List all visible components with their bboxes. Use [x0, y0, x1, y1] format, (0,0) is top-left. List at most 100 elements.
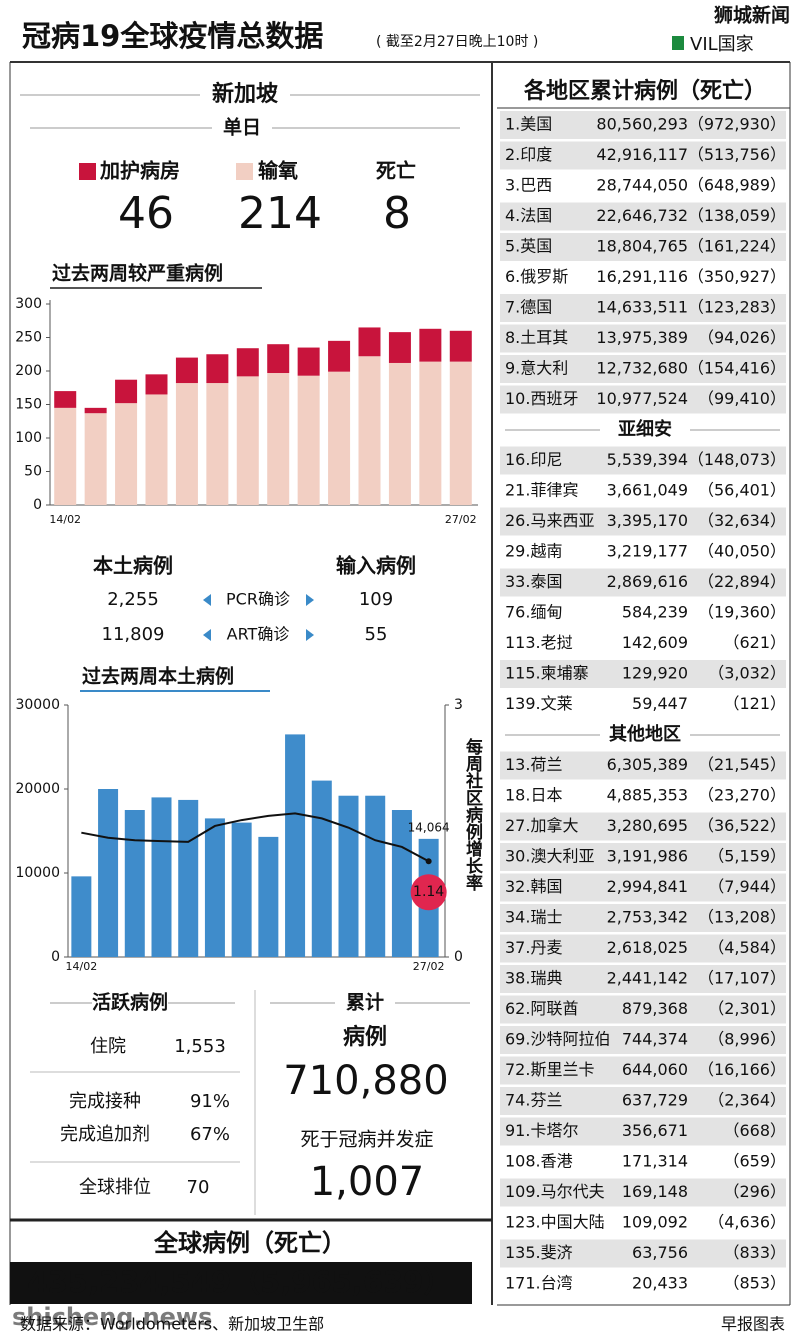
region-label: 30.澳大利亚 — [505, 847, 594, 866]
region-label: 2.印度 — [505, 145, 552, 164]
row-label: 全球排位 — [79, 1177, 151, 1198]
region-deaths: （513,756） — [688, 145, 786, 164]
row-value: 67% — [190, 1124, 230, 1145]
region-cases: 2,618,025 — [607, 938, 688, 957]
row-highlight — [500, 568, 786, 597]
bar-segment — [84, 407, 107, 414]
region-cases: 356,671 — [622, 1121, 688, 1140]
region-label: 7.德国 — [505, 298, 552, 317]
region-label: 1.美国 — [505, 115, 552, 134]
region-cases: 171,314 — [622, 1152, 688, 1171]
row-value: 70 — [187, 1177, 210, 1198]
region-cases: 3,661,049 — [607, 481, 688, 500]
row-highlight — [500, 385, 786, 414]
region-deaths: （972,930） — [688, 115, 786, 134]
region-label: 109.马尔代夫 — [505, 1182, 605, 1201]
bar-segment — [388, 332, 411, 363]
region-cases: 14,633,511 — [596, 298, 688, 317]
chart-title: 过去两周本土病例 — [82, 665, 234, 688]
watermark: shicheng.news — [12, 1303, 212, 1331]
region-label: 123.中国大陆 — [505, 1213, 605, 1232]
bar-segment — [358, 327, 381, 357]
column-header: 本土病例 — [93, 554, 173, 578]
region-cases: 744,374 — [622, 1030, 688, 1049]
brand: 狮城新闻 — [714, 4, 790, 27]
bar-segment — [175, 357, 198, 384]
region-cases: 3,191,986 — [607, 847, 688, 866]
region-deaths: （296） — [723, 1182, 786, 1201]
bar-segment — [297, 347, 320, 376]
stat-label: 死亡 — [376, 159, 416, 183]
arrow — [306, 594, 314, 606]
region-label: 5.英国 — [505, 237, 552, 256]
bar-segment — [175, 383, 198, 505]
y-tick-label: 30000 — [15, 697, 60, 713]
label-badge — [410, 874, 447, 911]
row-highlight — [500, 934, 786, 963]
region-cases: 42,916,117 — [596, 145, 688, 164]
row-value: 1,553 — [174, 1036, 226, 1057]
region-deaths: （22,894） — [698, 572, 786, 591]
region-deaths: （123,283） — [688, 298, 786, 317]
row-highlight — [500, 1117, 786, 1146]
bar — [258, 836, 279, 957]
y-tick-label: 150 — [15, 397, 42, 413]
region-deaths: （19,360） — [698, 603, 786, 622]
region-cases: 879,368 — [622, 999, 688, 1018]
row-highlight — [500, 965, 786, 993]
region-label: 4.法国 — [505, 206, 552, 225]
row-highlight — [500, 507, 786, 536]
region-label: 33.泰国 — [505, 572, 562, 591]
global-value: 435,234,549（5,965,639） — [28, 1265, 453, 1299]
row-highlight — [500, 873, 786, 902]
row-highlight — [500, 233, 786, 261]
region-cases: 12,732,680 — [596, 359, 688, 378]
region-label: 29.越南 — [505, 542, 562, 561]
region-label: 135.斐济 — [505, 1243, 573, 1262]
row-label: ART确诊 — [227, 625, 290, 644]
bar-segment — [328, 340, 351, 372]
source: 数据来源：Worldometers、新加坡卫生部 — [20, 1315, 324, 1334]
bar-segment — [419, 361, 442, 505]
region-label: 6.俄罗斯 — [505, 267, 568, 286]
bar-segment — [449, 330, 472, 362]
row-highlight — [500, 324, 786, 353]
region-cases: 6,305,389 — [607, 755, 688, 774]
region-deaths: （648,989） — [688, 176, 786, 195]
bar-segment — [388, 362, 411, 505]
region-deaths: （4,636） — [708, 1213, 786, 1232]
region-cases: 129,920 — [622, 664, 688, 683]
stat-value: 46 — [118, 188, 174, 239]
bar — [391, 810, 412, 957]
x-tick-label: 14/02 — [66, 960, 98, 973]
section-title: 各地区累计病例（死亡） — [523, 78, 766, 104]
page-title: 冠病19全球疫情总数据 — [22, 19, 323, 53]
region-label: 37.丹麦 — [505, 938, 562, 957]
y-tick-label: 10000 — [15, 865, 60, 881]
stat-value: 214 — [238, 188, 322, 239]
region-cases: 4,885,353 — [607, 786, 688, 805]
region-label: 8.土耳其 — [505, 328, 568, 347]
row-highlight — [500, 446, 786, 475]
bar — [98, 789, 119, 957]
region-deaths: （138,059） — [688, 206, 786, 225]
region-cases: 10,977,524 — [596, 389, 688, 408]
bar-segment — [267, 344, 290, 374]
region-deaths: （99,410） — [698, 389, 786, 408]
bar — [204, 818, 225, 957]
region-cases: 3,395,170 — [607, 511, 688, 530]
region-deaths: （161,224） — [688, 237, 786, 256]
region-deaths: （94,026） — [698, 328, 786, 347]
global-title: 全球病例（死亡） — [153, 1229, 346, 1257]
region-cases: 2,441,142 — [607, 969, 688, 988]
region-label: 74.芬兰 — [505, 1091, 562, 1110]
region-cases: 142,609 — [622, 633, 688, 652]
region-deaths: （621） — [723, 633, 786, 652]
region-deaths: （36,522） — [698, 816, 786, 835]
region-deaths: （350,927） — [688, 267, 786, 286]
region-cases: 28,744,050 — [596, 176, 688, 195]
region-label: 18.日本 — [505, 786, 562, 805]
region-cases: 20,433 — [632, 1274, 688, 1293]
region-label: 171.台湾 — [505, 1274, 573, 1293]
row-label: 完成追加剂 — [60, 1124, 150, 1145]
